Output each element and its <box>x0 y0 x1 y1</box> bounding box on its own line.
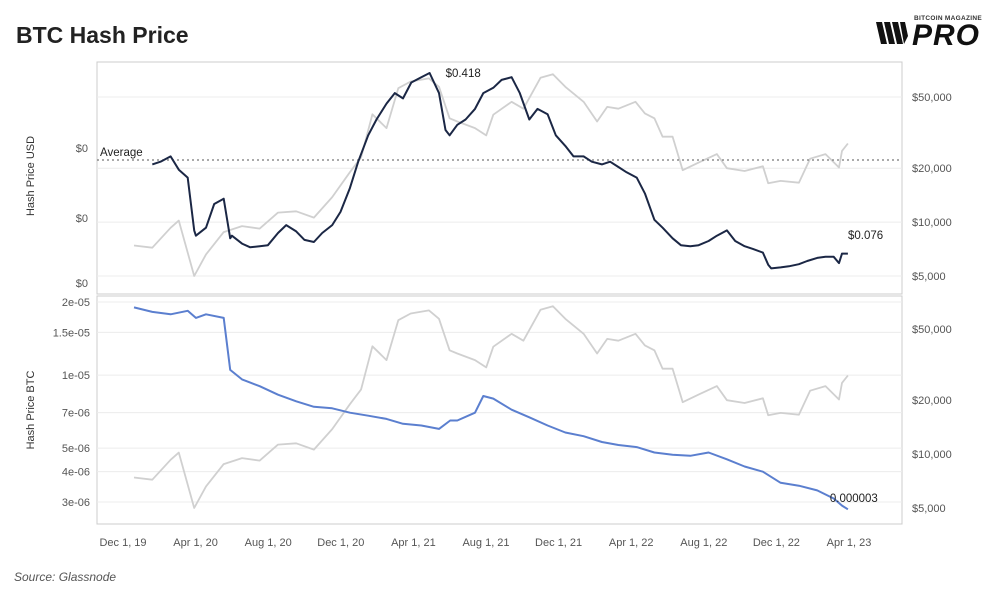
top-panel-frame <box>96 61 903 295</box>
brand-name-small: BITCOIN MAGAZINE <box>914 15 982 22</box>
bottom-right-tick-label: $10,000 <box>912 449 952 461</box>
chart-title: BTC Hash Price <box>16 22 189 48</box>
x-tick-label: Dec 1, 19 <box>99 537 146 549</box>
bottom-right-tick-label: $5,000 <box>912 503 946 515</box>
x-tick-label: Apr 1, 20 <box>173 537 218 549</box>
bottom-right-tick-label: $20,000 <box>912 395 952 407</box>
x-tick-label: Aug 1, 20 <box>245 537 292 549</box>
hash-price-usd-line <box>151 72 848 270</box>
top-right-tick-label: $50,000 <box>912 92 952 104</box>
x-tick-label: Aug 1, 21 <box>462 537 509 549</box>
bottom-y-axis-title: Hash Price BTC <box>25 371 37 450</box>
x-tick-label: Apr 1, 23 <box>827 537 872 549</box>
brand-stripes-icon <box>876 22 908 44</box>
brand-logo: BITCOIN MAGAZINE PRO <box>874 14 990 54</box>
bottom-left-tick-label: 5e-06 <box>62 443 90 455</box>
source-note: Source: Glassnode <box>14 570 117 584</box>
top-y-axis-title: Hash Price USD <box>25 136 37 216</box>
bottom-left-tick-label: 3e-06 <box>62 497 90 509</box>
x-tick-label: Aug 1, 22 <box>680 537 727 549</box>
hash-price-btc-line <box>133 306 849 511</box>
x-tick-label: Apr 1, 22 <box>609 537 654 549</box>
brand-name-big: PRO <box>912 19 981 52</box>
peak-value-annotation: $0.418 <box>446 68 481 80</box>
x-tick-label: Apr 1, 21 <box>391 537 436 549</box>
x-tick-label: Dec 1, 21 <box>535 537 582 549</box>
latest-btc-annotation: 0.000003 <box>830 493 878 505</box>
top-right-tick-label: $5,000 <box>912 271 946 283</box>
bottom-left-tick-label: 7e-06 <box>62 408 90 420</box>
btc-price-line-top <box>133 73 849 277</box>
top-right-tick-label: $20,000 <box>912 163 952 175</box>
bottom-right-tick-label: $50,000 <box>912 324 952 336</box>
top-left-tick-label: $0 <box>76 278 88 290</box>
bottom-left-tick-label: 1.5e-05 <box>53 327 90 339</box>
x-tick-label: Dec 1, 20 <box>317 537 364 549</box>
top-right-tick-label: $10,000 <box>912 217 952 229</box>
bottom-left-tick-label: 4e-06 <box>62 467 90 479</box>
bottom-left-tick-label: 2e-05 <box>62 297 90 309</box>
x-tick-label: Dec 1, 22 <box>753 537 800 549</box>
top-left-tick-label: $0 <box>76 213 88 225</box>
top-left-tick-label: $0 <box>76 143 88 155</box>
btc-price-line-bottom <box>133 305 849 509</box>
latest-value-annotation: $0.076 <box>848 230 883 242</box>
bottom-left-tick-label: 1e-05 <box>62 370 90 382</box>
average-label: Average <box>100 147 143 159</box>
bottom-panel-frame <box>96 295 903 525</box>
